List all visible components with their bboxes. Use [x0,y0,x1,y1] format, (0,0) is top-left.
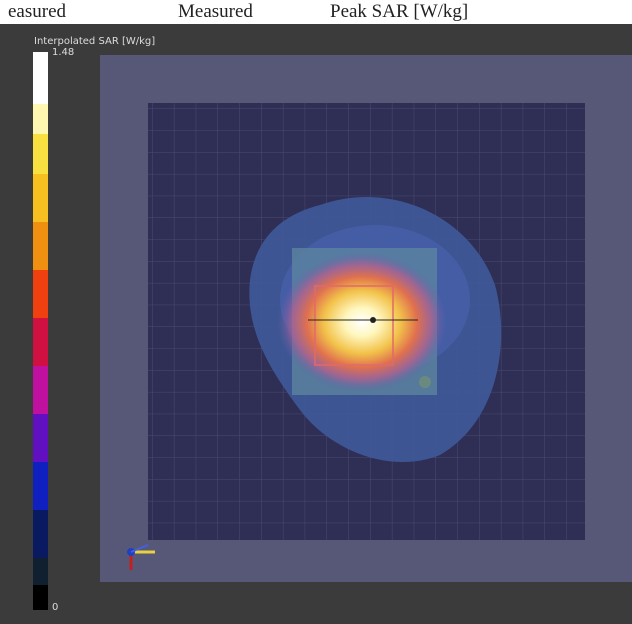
colorbar [33,52,48,610]
colorbar-min: 0 [52,602,58,613]
header-col: Measured [178,1,253,22]
axes-icon [127,544,155,570]
colorbar-max: 1.48 [52,47,74,58]
peak-cube [314,285,394,366]
hotspot [277,252,447,392]
colorbar-label: Interpolated SAR [W/kg] [34,36,155,47]
header-col: easured [8,1,67,22]
header-col: Peak SAR [W/kg] [330,1,468,22]
header-strip [0,0,632,24]
marker [419,376,431,388]
peak-point [370,317,376,323]
